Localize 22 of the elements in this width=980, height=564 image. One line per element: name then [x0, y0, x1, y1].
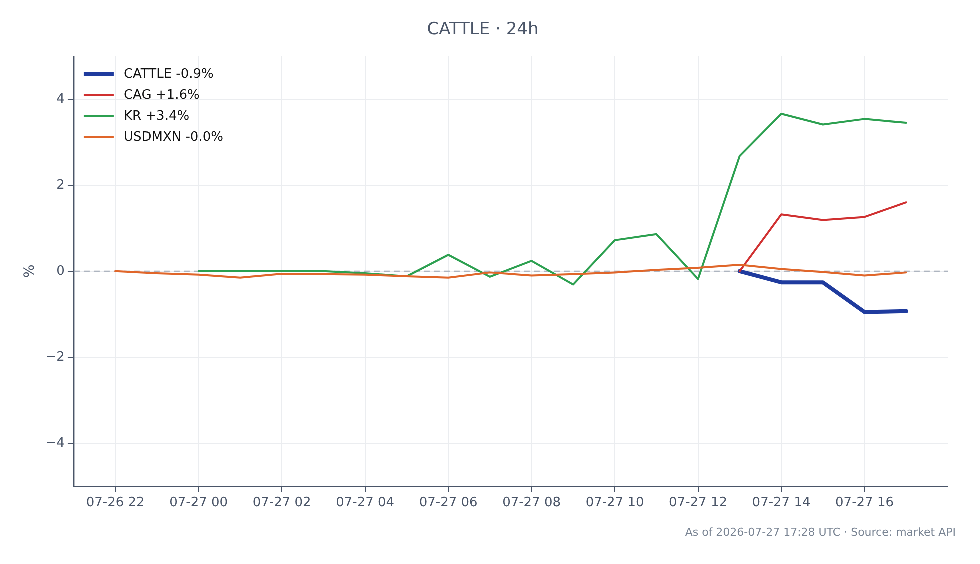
legend-label: USDMXN -0.0%	[124, 130, 224, 145]
x-tick-label: 07-27 00	[170, 496, 228, 511]
legend-label: KR +3.4%	[124, 108, 190, 124]
x-tick-label: 07-27 10	[586, 496, 644, 511]
x-tick-label: 07-26 22	[86, 496, 145, 511]
x-tick-label: 07-27 14	[752, 496, 811, 511]
chart-title: CATTLE · 24h	[427, 20, 539, 40]
x-tick-label: 07-27 08	[502, 496, 562, 511]
x-tick-label: 07-27 02	[252, 496, 312, 511]
x-tick-label: 07-27 12	[669, 496, 728, 511]
text: As of 2026-07-27 17:28 UTC · Source: market API	[685, 526, 956, 539]
y-tick-label: 0	[56, 264, 65, 279]
legend-label: CATTLE -0.9%	[124, 66, 214, 82]
x-tick-label: 07-27 04	[336, 496, 395, 511]
legend-label: CAG +1.6%	[124, 88, 200, 103]
y-tick-label: −2	[46, 350, 65, 365]
y-tick-label: 4	[56, 92, 65, 107]
y-tick-label: −4	[46, 436, 65, 451]
x-tick-label: 07-27 16	[836, 496, 894, 511]
y-tick-label: 2	[56, 178, 65, 193]
x-tick-label: 07-27 06	[419, 496, 478, 511]
y-axis-title: %	[22, 264, 38, 278]
